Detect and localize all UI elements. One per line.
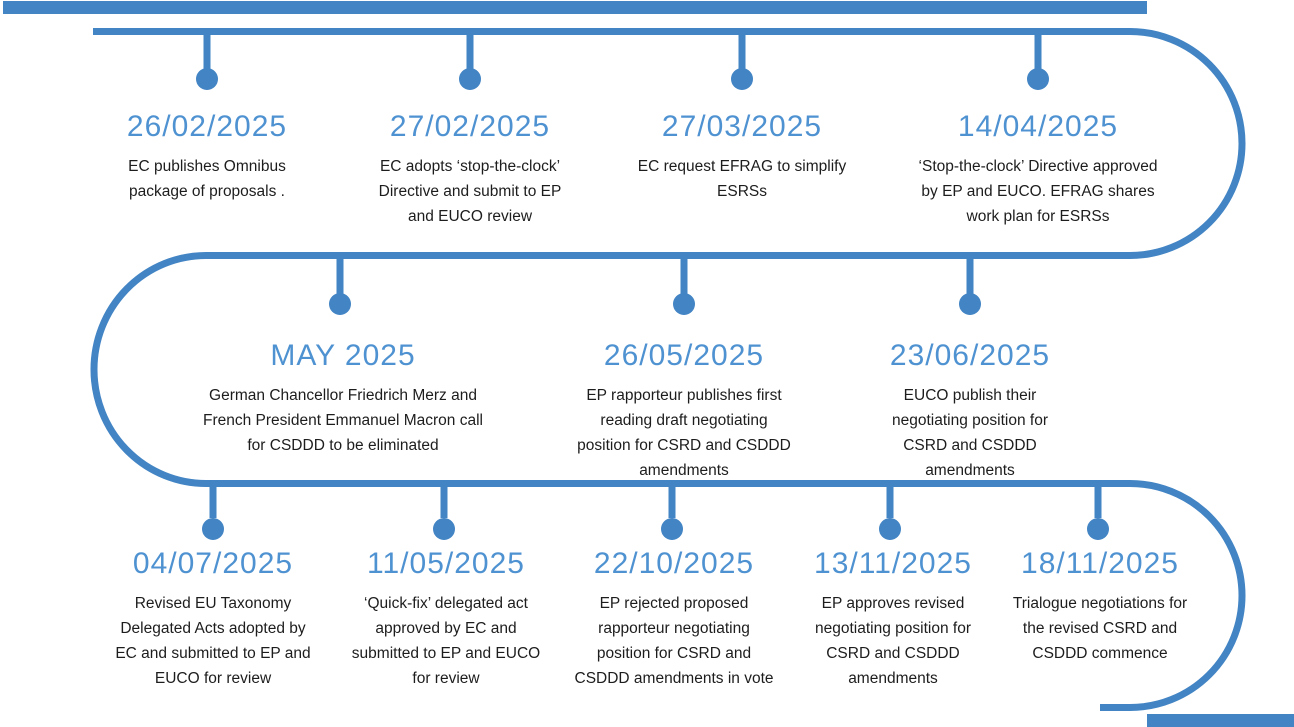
event-22-10-2025: 22/10/2025 EP rejected proposed rapporte… bbox=[559, 547, 789, 691]
event-description: Revised EU Taxonomy Delegated Acts adopt… bbox=[115, 595, 311, 687]
event-may-2025: MAY 2025 German Chancellor Friedrich Mer… bbox=[178, 339, 508, 458]
event-marker-dot bbox=[673, 293, 695, 315]
event-date: 27/02/2025 bbox=[389, 110, 551, 143]
event-marker-dot bbox=[879, 518, 901, 540]
event-description: EP rapporteur publishes first reading dr… bbox=[577, 387, 791, 479]
event-date: 22/10/2025 bbox=[593, 547, 755, 580]
event-description: EC adopts ‘stop-the-clock’ Directive and… bbox=[378, 158, 562, 225]
event-description: Trialogue negotiations for the revised C… bbox=[1012, 595, 1188, 662]
event-26-05-2025: 26/05/2025 EP rapporteur publishes first… bbox=[554, 339, 814, 483]
event-date: 14/04/2025 bbox=[957, 110, 1119, 143]
row2-markers bbox=[329, 255, 981, 315]
event-description: German Chancellor Friedrich Merz and Fre… bbox=[203, 387, 483, 454]
event-11-05-2025: 11/05/2025 ‘Quick-fix’ delegated act app… bbox=[336, 547, 556, 691]
event-date: 11/05/2025 bbox=[367, 547, 525, 580]
event-14-04-2025: 14/04/2025 ‘Stop-the-clock’ Directive ap… bbox=[898, 110, 1178, 229]
event-description: EP rejected proposed rapporteur negotiat… bbox=[574, 595, 774, 687]
event-marker-dot bbox=[202, 518, 224, 540]
event-marker-dot bbox=[661, 518, 683, 540]
row3-markers bbox=[202, 483, 1109, 540]
event-23-06-2025: 23/06/2025 EUCO publish their negotiatin… bbox=[855, 339, 1085, 483]
event-description: ‘Quick-fix’ delegated act approved by EC… bbox=[351, 595, 541, 687]
event-date: MAY 2025 bbox=[270, 339, 416, 372]
event-marker-dot bbox=[196, 68, 218, 90]
row1-markers bbox=[196, 31, 1049, 90]
event-18-11-2025: 18/11/2025 Trialogue negotiations for th… bbox=[993, 547, 1208, 666]
event-description: EUCO publish their negotiating position … bbox=[892, 387, 1048, 479]
event-27-03-2025: 27/03/2025 EC request EFRAG to simplify … bbox=[617, 110, 867, 204]
event-description: EC publishes Omnibus package of proposal… bbox=[128, 158, 286, 200]
event-description: ‘Stop-the-clock’ Directive approved by E… bbox=[918, 158, 1158, 225]
event-marker-dot bbox=[731, 68, 753, 90]
top-accent-bar bbox=[3, 1, 1147, 14]
event-marker-dot bbox=[1027, 68, 1049, 90]
event-date: 26/05/2025 bbox=[603, 339, 765, 372]
event-date: 04/07/2025 bbox=[132, 547, 294, 580]
event-marker-dot bbox=[329, 293, 351, 315]
event-date: 18/11/2025 bbox=[1021, 547, 1179, 580]
event-marker-dot bbox=[433, 518, 455, 540]
event-26-02-2025: 26/02/2025 EC publishes Omnibus package … bbox=[92, 110, 322, 204]
event-date: 27/03/2025 bbox=[661, 110, 823, 143]
event-date: 26/02/2025 bbox=[126, 110, 288, 143]
event-27-02-2025: 27/02/2025 EC adopts ‘stop-the-clock’ Di… bbox=[350, 110, 590, 229]
bottom-accent-bar bbox=[1147, 714, 1294, 727]
event-date: 13/11/2025 bbox=[814, 547, 972, 580]
event-marker-dot bbox=[959, 293, 981, 315]
event-date: 23/06/2025 bbox=[889, 339, 1051, 372]
event-13-11-2025: 13/11/2025 EP approves revised negotiati… bbox=[788, 547, 998, 691]
event-marker-dot bbox=[459, 68, 481, 90]
event-04-07-2025: 04/07/2025 Revised EU Taxonomy Delegated… bbox=[98, 547, 328, 691]
timeline-path bbox=[90, 28, 1246, 711]
event-marker-dot bbox=[1087, 518, 1109, 540]
event-description: EC request EFRAG to simplify ESRSs bbox=[637, 158, 847, 200]
event-description: EP approves revised negotiating position… bbox=[815, 595, 971, 687]
